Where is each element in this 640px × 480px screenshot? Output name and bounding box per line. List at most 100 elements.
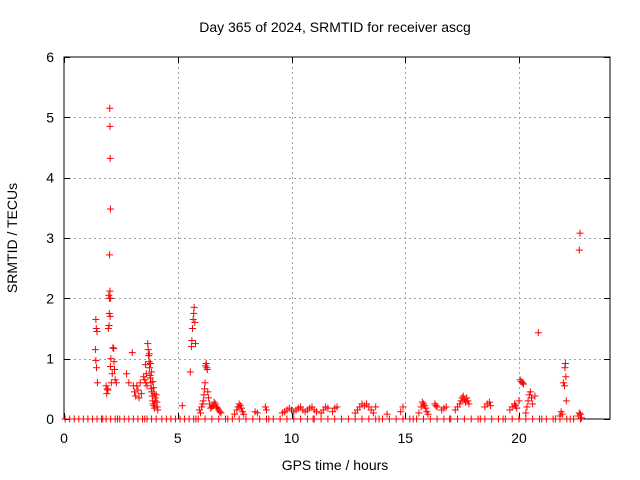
data-point [276,415,284,423]
data-point [526,388,534,396]
data-point [562,373,570,381]
data-point [192,415,200,423]
data-point [575,246,583,254]
data-point [515,397,523,405]
data-point [188,337,196,345]
data-point [522,409,530,417]
data-point [385,415,393,423]
data-point [208,415,216,423]
data-point [528,394,536,402]
data-point [178,402,186,410]
data-point [235,415,243,423]
data-point [523,403,531,411]
data-point [102,382,110,390]
data-point [297,415,305,423]
data-point [256,415,264,423]
data-point [235,400,243,408]
data-point [399,415,407,423]
data-point [201,415,209,423]
data-point [113,415,121,423]
data-point [419,400,427,408]
data-point [459,392,467,400]
data-point [187,343,195,351]
data-point [141,361,149,369]
data-point [105,291,113,299]
data-point [426,415,434,423]
data-point [240,410,248,418]
data-point [561,382,568,390]
axis-ticks [64,57,610,420]
data-point [513,404,521,412]
data-point [499,415,507,423]
data-point [460,415,468,423]
data-point [134,386,142,394]
data-point [317,415,325,423]
data-point [150,390,158,398]
data-point [253,409,261,417]
data-point [351,415,359,423]
y-tick-label: 1 [46,351,54,367]
y-tick-label: 3 [46,230,54,246]
data-point [93,364,101,372]
data-point [149,378,157,386]
data-point [515,415,523,423]
data-point [424,410,432,418]
data-point [338,415,346,423]
data-point [529,400,537,408]
data-point [562,397,570,405]
data-point [409,415,417,423]
data-point [538,415,546,423]
data-point [133,382,141,390]
data-point [433,403,441,411]
data-point [143,382,151,390]
data-point [464,397,472,405]
x-tick-label: 0 [60,430,68,446]
data-point [203,366,211,374]
data-point [224,415,232,423]
data-point [419,415,427,423]
data-point [522,415,530,423]
data-point [106,154,114,162]
data-point [261,403,269,411]
data-point [328,408,336,416]
data-point [446,415,454,423]
x-tick-labels: 0 5 10 15 20 [60,430,527,446]
data-point [454,415,462,423]
data-point [189,325,197,332]
data-point [331,415,339,423]
data-point [313,408,321,416]
data-point [383,410,391,418]
data-point [442,403,450,411]
x-tick-label: 20 [511,430,527,446]
data-point [106,205,114,213]
data-point [149,384,157,392]
data-point [551,415,559,423]
data-point [487,402,495,410]
data-point [92,325,100,332]
data-point [106,122,114,130]
data-point [309,415,317,423]
data-point [144,340,152,348]
data-point [142,370,150,378]
data-point [149,400,157,408]
data-point [151,394,159,402]
y-tick-label: 5 [46,109,54,125]
data-point [92,356,100,364]
data-point [137,390,145,398]
data-point [148,368,156,376]
data-point [106,104,114,112]
data-point [531,392,539,400]
data-point [201,379,209,387]
data-point [290,415,298,423]
data-point [558,410,566,418]
data-point [324,404,332,412]
data-point [476,415,484,423]
data-point [186,368,194,376]
data-point [190,309,198,317]
data-point [215,415,223,423]
data-point [524,397,532,405]
data-point [131,388,139,396]
data-point [242,415,250,423]
data-point [199,397,207,405]
